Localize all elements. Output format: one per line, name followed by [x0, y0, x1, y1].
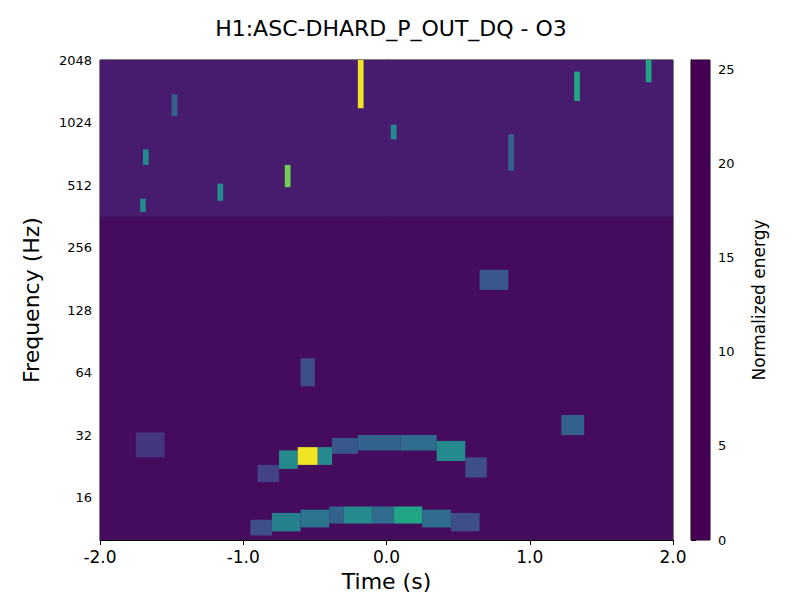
svg-text:15: 15	[718, 250, 735, 265]
svg-text:0: 0	[718, 533, 726, 548]
svg-text:1024: 1024	[59, 115, 92, 130]
svg-text:2.0: 2.0	[659, 547, 686, 567]
svg-text:-2.0: -2.0	[83, 547, 116, 567]
svg-text:Time (s): Time (s)	[341, 569, 431, 594]
svg-text:64: 64	[75, 365, 92, 380]
svg-text:Frequency (Hz): Frequency (Hz)	[19, 217, 44, 383]
svg-text:H1:ASC-DHARD_P_OUT_DQ - O3: H1:ASC-DHARD_P_OUT_DQ - O3	[215, 16, 567, 42]
svg-text:1.0: 1.0	[516, 547, 543, 567]
svg-text:25: 25	[718, 62, 735, 77]
svg-text:16: 16	[75, 490, 92, 505]
svg-text:32: 32	[75, 428, 92, 443]
svg-text:512: 512	[67, 178, 92, 193]
svg-text:2048: 2048	[59, 53, 92, 68]
svg-text:128: 128	[67, 303, 92, 318]
svg-text:20: 20	[718, 156, 735, 171]
svg-text:0.0: 0.0	[373, 547, 400, 567]
svg-text:10: 10	[718, 344, 735, 359]
svg-text:256: 256	[67, 240, 92, 255]
svg-text:Normalized energy: Normalized energy	[749, 219, 769, 380]
svg-text:5: 5	[718, 438, 726, 453]
svg-text:-1.0: -1.0	[227, 547, 260, 567]
